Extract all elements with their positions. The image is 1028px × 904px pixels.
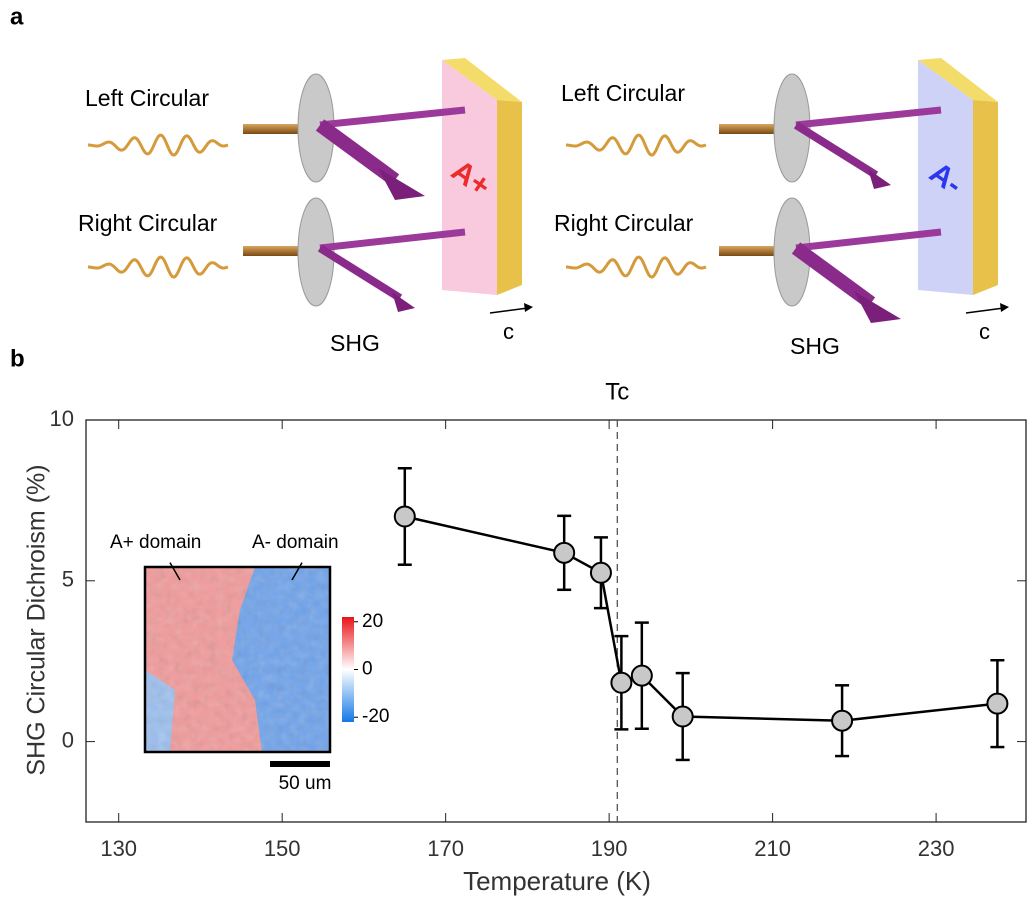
plate-side — [973, 100, 998, 295]
texture — [145, 567, 330, 752]
wave — [566, 133, 707, 157]
output-label: SHG — [330, 330, 380, 356]
panel-label: a — [10, 3, 24, 30]
beam — [795, 106, 942, 129]
scale-bar — [270, 761, 330, 767]
plate-side — [497, 100, 522, 295]
beam-label: Right Circular — [78, 210, 218, 236]
axes-frame — [85, 419, 1027, 823]
point — [553, 541, 576, 564]
axis-arrow — [965, 307, 1005, 314]
x-tick-label: 150 — [264, 836, 301, 861]
beam — [319, 228, 466, 252]
inset-frame — [143, 565, 332, 754]
inset-label: A- domain — [252, 532, 339, 553]
x-tick-label: 130 — [100, 836, 137, 861]
beam — [795, 228, 942, 252]
x-tick-label: 190 — [591, 836, 628, 861]
waveplate — [773, 73, 811, 183]
shg-beam — [793, 121, 879, 179]
x-axis-label: Temperature (K) — [463, 866, 651, 896]
setup-left: Left Circular Right Circular SHG c A+ — [78, 58, 533, 356]
panel-label: b — [10, 345, 25, 372]
setup-right: Left Circular Right Circular SHG c A- — [554, 58, 1009, 359]
y-tick-label: 5 — [62, 567, 74, 592]
colorbar-tick-label: -20 — [362, 706, 389, 727]
beam-label: Left Circular — [561, 80, 685, 106]
scale-label: 50 um — [279, 773, 332, 794]
arrow — [291, 562, 303, 581]
rod — [243, 246, 313, 256]
colorbar-tick-label: 20 — [362, 611, 383, 632]
shg-cone — [854, 291, 901, 323]
rod — [719, 124, 789, 134]
x-tick-label: 230 — [918, 836, 955, 861]
inset-label: A+ domain — [110, 532, 201, 553]
wave — [88, 255, 229, 279]
point — [671, 705, 694, 728]
point — [393, 505, 416, 528]
shg-beam — [317, 244, 403, 302]
rod — [719, 246, 789, 256]
beam-label: Left Circular — [85, 85, 209, 111]
beam-label: Right Circular — [554, 210, 694, 236]
rod — [243, 124, 313, 134]
x-tick-label: 170 — [427, 836, 464, 861]
point — [986, 692, 1009, 715]
axis-arrow — [489, 307, 529, 314]
y-tick-label: 10 — [50, 406, 74, 431]
beam — [319, 106, 466, 129]
colorbar — [342, 617, 354, 722]
x-tick-label: 210 — [754, 836, 791, 861]
arrow — [169, 562, 181, 581]
wave — [566, 255, 707, 279]
output-label: SHG — [790, 333, 840, 359]
plate-top — [918, 58, 998, 102]
inset: A+ domain A- domain 50 um 20 0 -20 — [110, 532, 389, 794]
plot: 130 150 170 190 210 230 0 5 10 Tc — [50, 378, 1027, 861]
line — [404, 515, 998, 722]
arrow-head — [1000, 303, 1009, 312]
point — [630, 664, 653, 687]
axis-label: c — [979, 319, 990, 344]
tc-label: Tc — [605, 378, 629, 405]
point — [831, 709, 854, 732]
shg-cone — [378, 168, 425, 200]
waveplate — [297, 197, 335, 307]
point — [610, 671, 633, 694]
axis-label: c — [503, 319, 514, 344]
arrow-head — [524, 303, 533, 312]
shg-cone — [392, 292, 415, 312]
colorbar-tick-label: 0 — [362, 659, 373, 680]
y-tick-label: 0 — [62, 727, 74, 752]
y-axis-label: SHG Circular Dichroism (%) — [23, 464, 51, 775]
wave — [88, 133, 229, 157]
shg-cone — [868, 169, 891, 189]
plate-top — [442, 58, 522, 102]
point — [589, 561, 612, 584]
